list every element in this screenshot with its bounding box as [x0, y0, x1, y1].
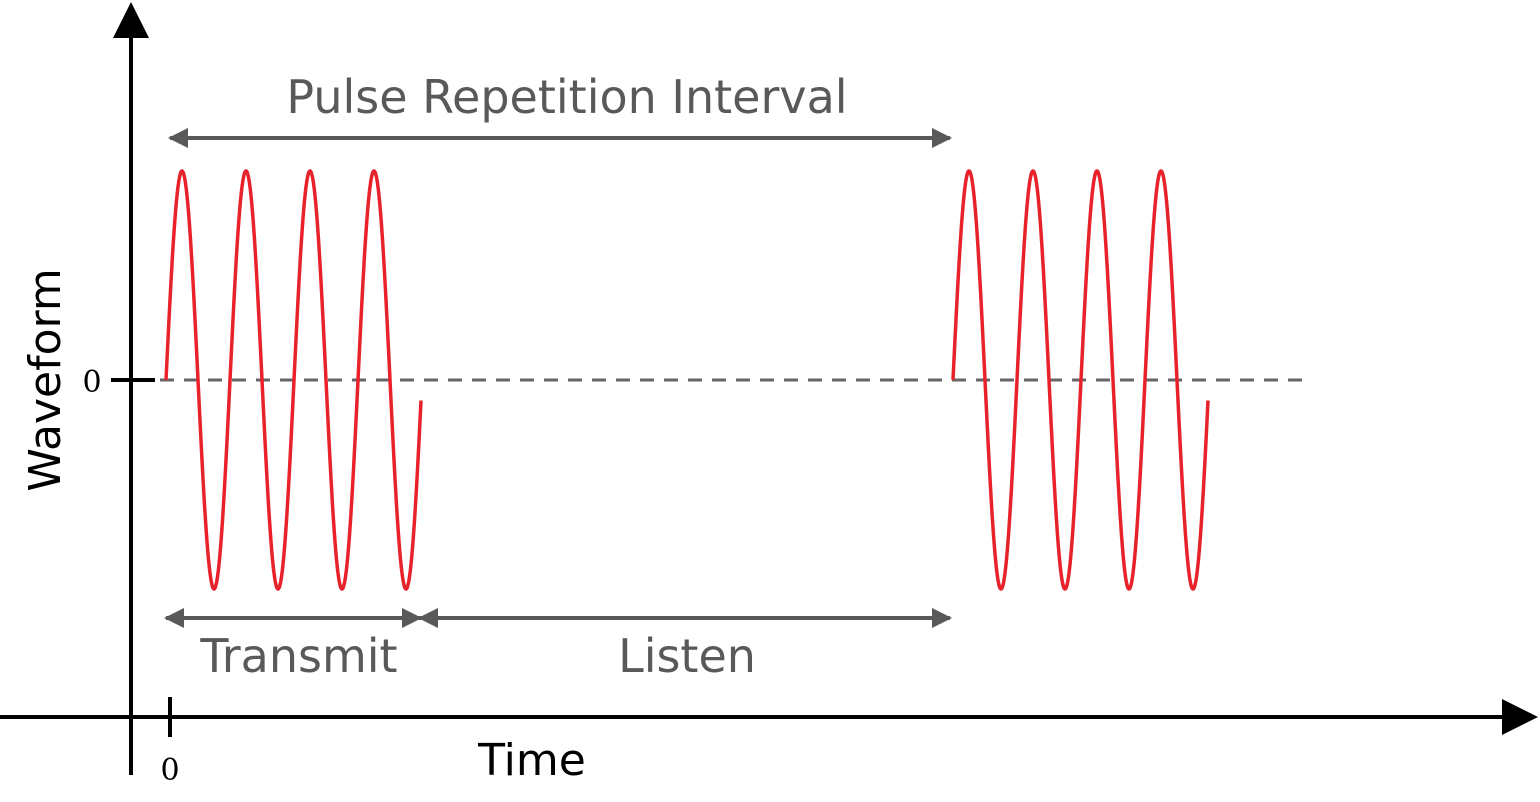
x-origin-label: 0 [160, 753, 179, 788]
transmit-pulse-2 [951, 169, 1210, 591]
y-axis-arrowhead [113, 2, 149, 38]
x-axis-arrowhead [1502, 699, 1538, 735]
transmit-label: Transmit [199, 629, 397, 683]
x-axis-title: Time [477, 735, 586, 786]
pri-label: Pulse Repetition Interval [286, 70, 847, 124]
listen-label: Listen [618, 629, 756, 683]
y-axis-title: Waveform [20, 268, 71, 491]
y-zero-label: 0 [82, 365, 101, 400]
transmit-pulse-1 [164, 169, 423, 591]
